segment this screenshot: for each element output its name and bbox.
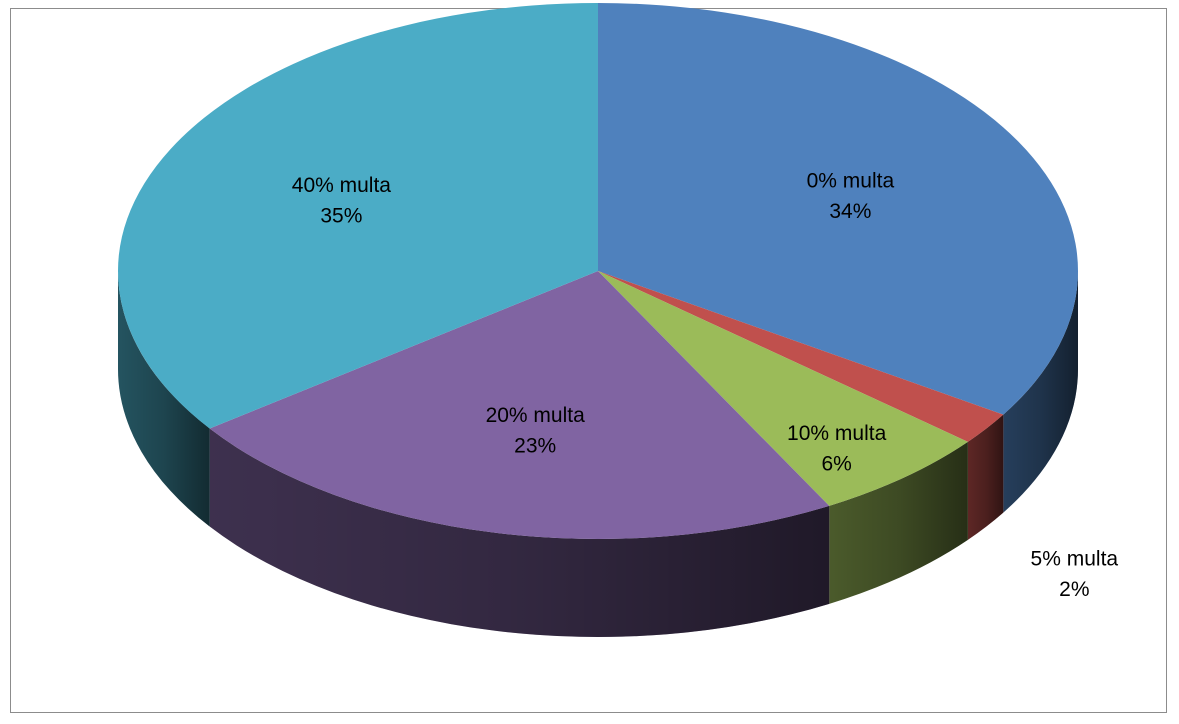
data-label-20-multa: 20% multa 23%: [486, 404, 586, 457]
slice-side-20-multa: [209, 428, 830, 638]
slice-10-multa: [598, 271, 968, 506]
data-label-40-multa: 40% multa 35%: [292, 174, 392, 227]
data-label-10-multa: 10% multa 6%: [787, 422, 887, 475]
data-label-5-multa: 5% multa 2%: [1031, 548, 1119, 601]
slice-0-multa: [598, 3, 1078, 415]
slice-side-40-multa: [118, 271, 210, 527]
pie-labels: 0% multa 34% 5% multa 2% 10% multa 6% 20% mult…: [292, 170, 1119, 601]
slice-40-multa: [118, 3, 599, 429]
slice-side-0-multa: [1003, 271, 1078, 513]
slice-5-multa: [598, 271, 1004, 442]
chart-area: 0% multa 34% 5% multa 2% 10% multa 6% 20% mult…: [10, 3, 1167, 713]
slice-side-5-multa: [967, 414, 1004, 540]
data-label-0-multa: 0% multa 34%: [807, 170, 895, 223]
pie-sides: [118, 271, 1078, 638]
slice-side-10-multa: [829, 441, 968, 604]
pie-tops: [118, 3, 1078, 540]
slice-20-multa: [209, 271, 830, 540]
